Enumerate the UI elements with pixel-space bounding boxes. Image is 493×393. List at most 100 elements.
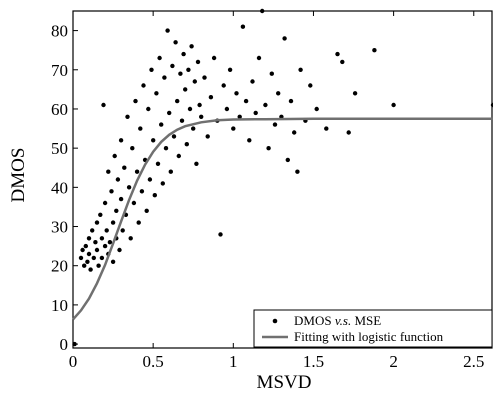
data-point [126,185,132,190]
data-point [82,263,87,268]
scatter-points [72,8,493,347]
data-point [170,63,175,69]
data-point [195,59,201,65]
data-point [106,169,111,174]
data-point [372,48,377,53]
data-point [115,177,121,182]
y-tick-label: 30 [51,218,68,237]
y-axis-label: DMOS [8,148,29,203]
data-point [191,126,196,131]
data-point [197,102,202,108]
data-point [490,102,493,108]
data-point [194,161,199,166]
data-point [94,220,100,225]
plot-border [72,10,493,349]
data-point [144,208,149,213]
data-point [184,142,189,147]
data-point [308,83,313,88]
data-point [112,153,117,159]
data-point [175,98,180,104]
data-point [243,98,249,104]
data-point [133,98,138,104]
data-point [324,126,329,131]
data-point [202,75,207,80]
data-point [272,122,278,127]
data-point [80,247,85,253]
data-point [205,134,210,139]
data-point [90,228,95,233]
y-axis-ticks: 0 10 20 30 40 50 60 70 80 [51,22,78,354]
x-tick-label: 2.5 [463,352,484,371]
x-axis-label: MSVD [257,372,312,393]
data-point [187,106,193,112]
data-point [101,102,106,108]
legend-scatter-label: DMOS v.s. MSE [294,313,381,328]
plot-frame [72,10,493,349]
data-point [118,138,124,143]
y-tick-label: 60 [51,100,68,119]
data-point [256,55,262,61]
data-point [149,67,154,73]
data-point [227,67,233,73]
data-point [282,36,287,41]
data-point [167,110,172,116]
data-point [136,220,141,225]
data-point [154,91,159,96]
data-point [99,236,105,241]
data-point [157,55,162,61]
data-point [314,106,319,112]
data-point [109,189,114,194]
data-point [107,240,113,245]
data-point [234,91,239,96]
data-point [208,95,214,100]
data-point [346,130,351,135]
data-point [168,169,173,174]
data-point [110,220,116,225]
x-tick-label: 0.5 [143,352,164,371]
legend-scatter-label-part-1: DMOS [294,313,335,328]
logistic-fit-line [72,117,493,321]
data-point [134,169,140,174]
data-point [159,122,164,127]
data-point [85,259,90,264]
data-point [131,200,137,206]
data-point [171,134,177,139]
data-point [173,40,178,45]
data-point [199,114,204,120]
data-point [260,8,265,14]
data-point [176,153,181,159]
legend-scatter-label-part-2: v.s. [335,313,351,328]
y-tick-label: 70 [51,61,68,80]
data-point [288,98,294,104]
legend: DMOS v.s. MSE Fitting with logistic func… [253,309,493,348]
data-point [114,208,119,213]
data-point [146,106,151,112]
data-point [163,146,169,151]
data-point [110,259,116,264]
data-point [189,44,194,49]
data-point [88,267,93,272]
x-tick-label: 0 [69,352,78,371]
x-tick-label: 1.5 [303,352,324,371]
data-point [83,243,89,249]
legend-box [253,309,493,348]
data-point [179,118,185,123]
data-point [276,91,281,96]
fit-curve-group [72,117,493,321]
data-point [93,240,98,245]
data-point [352,91,358,96]
data-point [99,255,105,261]
y-tick-label: 20 [51,257,68,276]
data-point [139,189,145,194]
data-point [340,59,345,65]
data-point [118,196,124,202]
data-point [122,165,127,170]
data-point [224,106,230,112]
data-point [104,228,109,233]
data-point [98,212,103,217]
data-point [147,177,153,182]
y-tick-label: 10 [51,296,68,315]
y-tick-label: 40 [51,178,68,197]
data-point [211,55,217,61]
